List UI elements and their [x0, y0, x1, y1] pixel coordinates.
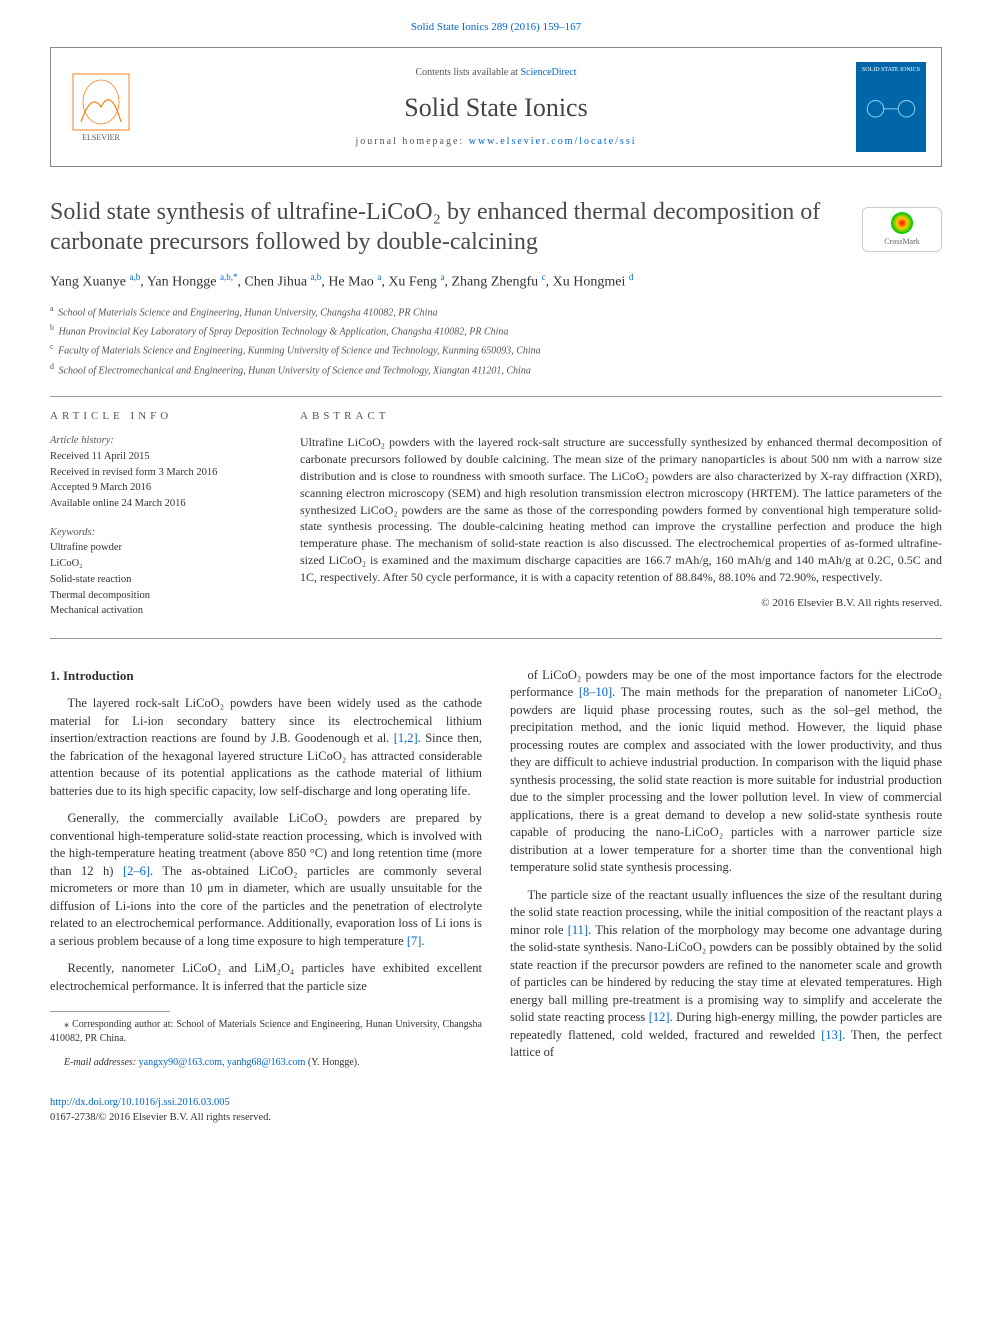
- paragraph: The particle size of the reactant usuall…: [510, 887, 942, 1062]
- text-run: Recently, nanometer LiCoO₂ and LiM₂O₄ pa…: [50, 961, 482, 993]
- paragraph: of LiCoO₂ powders may be one of the most…: [510, 667, 942, 877]
- article-info-label: article info: [50, 409, 270, 424]
- sciencedirect-link[interactable]: ScienceDirect: [520, 67, 576, 78]
- email-label: E-mail addresses:: [64, 1057, 139, 1068]
- cover-title: SOLID STATE IONICS: [860, 66, 922, 74]
- journal-cover: SOLID STATE IONICS: [856, 62, 926, 152]
- body-text: 1. Introduction The layered rock-salt Li…: [50, 667, 942, 1076]
- ref-link[interactable]: [11]: [568, 923, 588, 937]
- email-link[interactable]: yanhg68@163.com: [227, 1057, 305, 1068]
- text-run: (Y. Hongge).: [305, 1057, 359, 1068]
- corresponding-author-note: ⁎ Corresponding author at: School of Mat…: [50, 1018, 482, 1046]
- keyword-line: Ultrafine powder: [50, 541, 270, 556]
- svg-text:ELSEVIER: ELSEVIER: [82, 133, 120, 142]
- affiliation-line: c Faculty of Materials Science and Engin…: [50, 341, 942, 358]
- crossmark-label: CrossMark: [884, 236, 920, 247]
- keyword-line: Thermal decomposition: [50, 589, 270, 604]
- top-citation: Solid State Ionics 289 (2016) 159–167: [50, 20, 942, 35]
- keyword-line: Solid-state reaction: [50, 573, 270, 588]
- publisher-logo-cell: ELSEVIER: [51, 48, 151, 166]
- history-line: Accepted 9 March 2016: [50, 481, 270, 496]
- article-title: Solid state synthesis of ultrafine-LiCoO…: [50, 197, 830, 257]
- abstract-label: abstract: [300, 409, 942, 424]
- divider: [50, 638, 942, 639]
- history-heading: Article history:: [50, 434, 270, 449]
- section-heading: 1. Introduction: [50, 667, 482, 685]
- ref-link[interactable]: [13]: [821, 1028, 842, 1042]
- keyword-line: Mechanical activation: [50, 604, 270, 619]
- abstract-copyright: © 2016 Elsevier B.V. All rights reserved…: [300, 596, 942, 611]
- history-line: Available online 24 March 2016: [50, 497, 270, 512]
- email-note: E-mail addresses: yangxy90@163.com, yanh…: [50, 1056, 482, 1070]
- affiliation-line: a School of Materials Science and Engine…: [50, 303, 942, 320]
- abstract-column: abstract Ultrafine LiCoO₂ powders with t…: [300, 409, 942, 620]
- text-run: . The main methods for the preparation o…: [510, 685, 942, 874]
- text-run: .: [421, 934, 424, 948]
- abstract-text: Ultrafine LiCoO₂ powders with the layere…: [300, 434, 942, 585]
- ref-link[interactable]: [2–6]: [123, 864, 150, 878]
- divider: [50, 396, 942, 397]
- affiliations: a School of Materials Science and Engine…: [50, 303, 942, 378]
- ref-link[interactable]: [12]: [649, 1010, 670, 1024]
- journal-cover-cell: SOLID STATE IONICS: [841, 48, 941, 166]
- contents-prefix: Contents lists available at: [415, 67, 520, 78]
- journal-name: Solid State Ionics: [404, 90, 587, 126]
- keyword-line: LiCoO₂: [50, 557, 270, 572]
- issn-copyright: 0167-2738/© 2016 Elsevier B.V. All right…: [50, 1112, 271, 1123]
- history-line: Received 11 April 2015: [50, 450, 270, 465]
- paragraph: Generally, the commercially available Li…: [50, 810, 482, 950]
- footnote-block: ⁎ Corresponding author at: School of Mat…: [50, 1011, 482, 1070]
- paragraph: Recently, nanometer LiCoO₂ and LiM₂O₄ pa…: [50, 960, 482, 995]
- page-footer: http://dx.doi.org/10.1016/j.ssi.2016.03.…: [50, 1096, 942, 1125]
- ref-link[interactable]: [1,2]: [394, 731, 418, 745]
- ref-link[interactable]: [8–10]: [579, 685, 612, 699]
- keywords-heading: Keywords:: [50, 526, 270, 541]
- doi-link[interactable]: http://dx.doi.org/10.1016/j.ssi.2016.03.…: [50, 1097, 230, 1108]
- homepage-prefix: journal homepage:: [356, 136, 469, 147]
- affiliation-line: d School of Electromechanical and Engine…: [50, 361, 942, 378]
- info-abstract-row: article info Article history: Received 1…: [50, 409, 942, 620]
- email-link[interactable]: yangxy90@163.com: [139, 1057, 222, 1068]
- homepage-link[interactable]: www.elsevier.com/locate/ssi: [469, 136, 637, 147]
- crossmark-icon: [891, 212, 913, 234]
- ref-link[interactable]: [7]: [407, 934, 422, 948]
- author-list: Yang Xuanye a,b, Yan Hongge a,b,*, Chen …: [50, 271, 942, 292]
- title-block: Solid state synthesis of ultrafine-LiCoO…: [50, 197, 942, 257]
- elsevier-logo: ELSEVIER: [71, 72, 131, 142]
- crossmark-badge[interactable]: CrossMark: [862, 207, 942, 252]
- journal-header: ELSEVIER Contents lists available at Sci…: [50, 47, 942, 167]
- homepage-line: journal homepage: www.elsevier.com/locat…: [356, 135, 637, 149]
- paragraph: The layered rock-salt LiCoO₂ powders hav…: [50, 695, 482, 800]
- footnote-divider: [50, 1011, 170, 1012]
- contents-line: Contents lists available at ScienceDirec…: [415, 66, 576, 80]
- header-center: Contents lists available at ScienceDirec…: [151, 48, 841, 166]
- citation-link[interactable]: Solid State Ionics 289 (2016) 159–167: [411, 21, 581, 33]
- article-info-column: article info Article history: Received 1…: [50, 409, 270, 620]
- affiliation-line: b Hunan Provincial Key Laboratory of Spr…: [50, 322, 942, 339]
- history-line: Received in revised form 3 March 2016: [50, 466, 270, 481]
